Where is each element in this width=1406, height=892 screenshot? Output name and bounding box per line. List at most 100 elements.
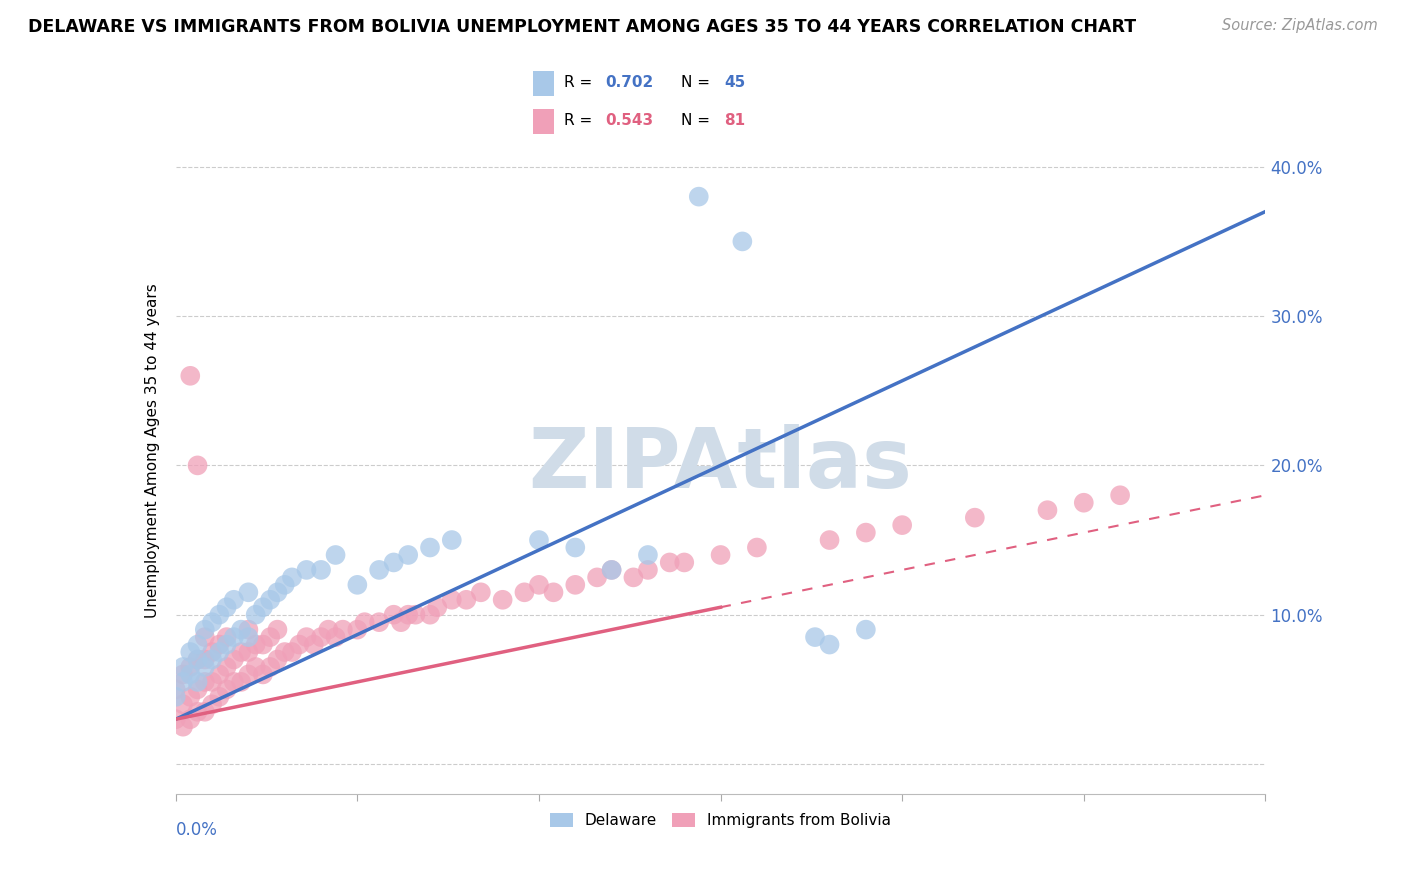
Point: [389, 615, 412, 630]
Point: [281, 570, 304, 584]
Point: [172, 667, 194, 681]
Point: [382, 556, 405, 570]
Point: [309, 630, 332, 644]
Point: [208, 607, 231, 622]
Point: [186, 674, 209, 689]
Point: [368, 563, 391, 577]
Text: N =: N =: [681, 113, 710, 128]
Point: [222, 592, 245, 607]
Point: [288, 638, 311, 652]
Point: [201, 652, 224, 666]
Point: [658, 556, 681, 570]
Point: [309, 563, 332, 577]
Point: [165, 690, 187, 704]
Point: [346, 578, 368, 592]
Point: [186, 682, 209, 697]
Point: [963, 510, 986, 524]
Point: [259, 660, 281, 674]
Text: 45: 45: [724, 75, 745, 90]
Point: [194, 623, 217, 637]
Point: [245, 638, 267, 652]
Point: [527, 578, 550, 592]
Point: [215, 638, 238, 652]
Point: [194, 705, 217, 719]
Point: [274, 645, 297, 659]
Point: [252, 638, 274, 652]
Point: [543, 585, 565, 599]
Point: [238, 645, 260, 659]
Point: [208, 690, 231, 704]
Point: [215, 630, 238, 644]
Point: [201, 698, 224, 712]
Point: [332, 623, 354, 637]
Bar: [533, 71, 554, 96]
Y-axis label: Unemployment Among Ages 35 to 44 years: Unemployment Among Ages 35 to 44 years: [145, 283, 160, 618]
Point: [208, 645, 231, 659]
Point: [891, 518, 914, 533]
Point: [179, 667, 201, 681]
Text: Source: ZipAtlas.com: Source: ZipAtlas.com: [1222, 18, 1378, 33]
Text: 81: 81: [724, 113, 745, 128]
Point: [600, 563, 623, 577]
Point: [179, 645, 201, 659]
Point: [238, 630, 260, 644]
Point: [368, 615, 391, 630]
Point: [318, 623, 340, 637]
Point: [194, 660, 217, 674]
Point: [186, 638, 209, 652]
Point: [238, 585, 260, 599]
Point: [245, 660, 267, 674]
Legend: Delaware, Immigrants from Bolivia: Delaware, Immigrants from Bolivia: [544, 807, 897, 834]
Point: [274, 578, 297, 592]
Point: [259, 630, 281, 644]
Point: [586, 570, 609, 584]
Point: [637, 563, 659, 577]
Point: [419, 541, 441, 555]
Point: [295, 563, 318, 577]
Point: [1036, 503, 1059, 517]
Point: [186, 458, 209, 473]
Point: [179, 690, 201, 704]
Point: [346, 623, 368, 637]
Point: [688, 189, 710, 203]
Point: [426, 600, 449, 615]
Point: [818, 533, 841, 547]
Point: [252, 600, 274, 615]
Point: [470, 585, 492, 599]
Point: [1109, 488, 1132, 502]
Point: [266, 585, 288, 599]
Point: [281, 645, 304, 659]
Point: [222, 630, 245, 644]
Point: [266, 652, 288, 666]
Point: [564, 578, 586, 592]
Text: DELAWARE VS IMMIGRANTS FROM BOLIVIA UNEMPLOYMENT AMONG AGES 35 TO 44 YEARS CORRE: DELAWARE VS IMMIGRANTS FROM BOLIVIA UNEM…: [28, 18, 1136, 36]
Point: [172, 698, 194, 712]
Point: [600, 563, 623, 577]
Point: [637, 548, 659, 562]
Point: [215, 600, 238, 615]
Point: [201, 645, 224, 659]
Point: [252, 667, 274, 681]
Point: [804, 630, 827, 644]
Point: [745, 541, 768, 555]
Point: [527, 533, 550, 547]
Point: [302, 638, 325, 652]
Point: [353, 615, 375, 630]
Point: [266, 623, 288, 637]
Point: [855, 525, 877, 540]
Point: [231, 645, 253, 659]
Point: [238, 667, 260, 681]
Point: [194, 630, 217, 644]
Point: [231, 674, 253, 689]
Point: [818, 638, 841, 652]
Point: [710, 548, 733, 562]
Point: [382, 607, 405, 622]
Point: [201, 615, 224, 630]
Point: [172, 720, 194, 734]
Point: [222, 674, 245, 689]
Point: [231, 623, 253, 637]
Point: [295, 630, 318, 644]
Point: [325, 630, 347, 644]
Point: [1073, 496, 1095, 510]
Bar: [533, 109, 554, 135]
